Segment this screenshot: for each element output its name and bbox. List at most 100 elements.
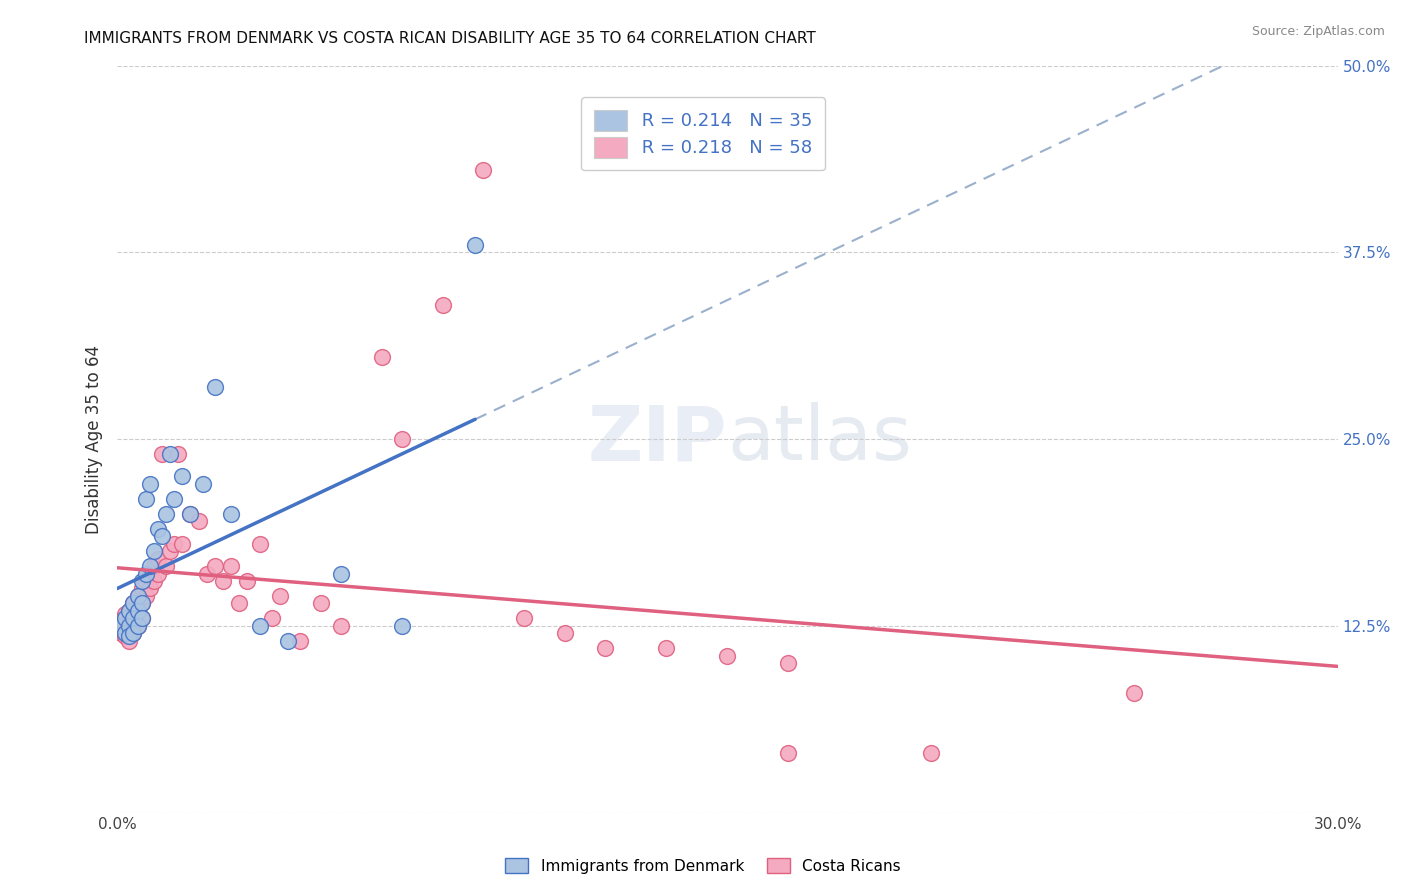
- Legend:  R = 0.214   N = 35,  R = 0.218   N = 58: R = 0.214 N = 35, R = 0.218 N = 58: [582, 97, 824, 170]
- Point: [329, 619, 352, 633]
- Point: [114, 607, 136, 621]
- Point: [146, 522, 169, 536]
- Point: [219, 559, 242, 574]
- Point: [127, 589, 149, 603]
- Point: [513, 611, 536, 625]
- Point: [142, 544, 165, 558]
- Point: [122, 611, 145, 625]
- Point: [131, 611, 153, 625]
- Point: [155, 559, 177, 574]
- Point: [135, 589, 157, 603]
- Text: IMMIGRANTS FROM DENMARK VS COSTA RICAN DISABILITY AGE 35 TO 64 CORRELATION CHART: IMMIGRANTS FROM DENMARK VS COSTA RICAN D…: [84, 31, 815, 46]
- Point: [131, 574, 153, 588]
- Point: [110, 619, 132, 633]
- Point: [212, 574, 235, 588]
- Point: [472, 163, 495, 178]
- Point: [277, 633, 299, 648]
- Point: [290, 633, 312, 648]
- Point: [179, 507, 201, 521]
- Point: [309, 596, 332, 610]
- Point: [118, 619, 141, 633]
- Point: [187, 514, 209, 528]
- Point: [172, 469, 194, 483]
- Point: [778, 656, 800, 670]
- Point: [219, 507, 242, 521]
- Point: [464, 238, 486, 252]
- Point: [146, 551, 169, 566]
- Point: [122, 596, 145, 610]
- Point: [167, 447, 190, 461]
- Point: [122, 626, 145, 640]
- Point: [135, 566, 157, 581]
- Point: [249, 536, 271, 550]
- Point: [138, 582, 160, 596]
- Point: [118, 604, 141, 618]
- Point: [195, 566, 218, 581]
- Point: [204, 559, 226, 574]
- Point: [114, 626, 136, 640]
- Point: [110, 615, 132, 629]
- Point: [249, 619, 271, 633]
- Point: [595, 641, 617, 656]
- Point: [432, 298, 454, 312]
- Point: [391, 432, 413, 446]
- Text: Source: ZipAtlas.com: Source: ZipAtlas.com: [1251, 25, 1385, 38]
- Point: [179, 507, 201, 521]
- Point: [138, 566, 160, 581]
- Point: [329, 566, 352, 581]
- Point: [118, 604, 141, 618]
- Point: [131, 596, 153, 610]
- Point: [159, 447, 181, 461]
- Point: [131, 582, 153, 596]
- Point: [114, 624, 136, 638]
- Point: [127, 619, 149, 633]
- Point: [138, 559, 160, 574]
- Point: [110, 626, 132, 640]
- Point: [155, 507, 177, 521]
- Point: [135, 491, 157, 506]
- Text: atlas: atlas: [727, 402, 912, 476]
- Point: [135, 574, 157, 588]
- Point: [191, 476, 214, 491]
- Point: [159, 544, 181, 558]
- Y-axis label: Disability Age 35 to 64: Disability Age 35 to 64: [86, 344, 103, 533]
- Point: [122, 626, 145, 640]
- Point: [204, 380, 226, 394]
- Legend: Immigrants from Denmark, Costa Ricans: Immigrants from Denmark, Costa Ricans: [499, 852, 907, 880]
- Point: [554, 626, 576, 640]
- Point: [391, 619, 413, 633]
- Point: [716, 648, 738, 663]
- Point: [172, 536, 194, 550]
- Point: [260, 611, 283, 625]
- Point: [114, 611, 136, 625]
- Point: [655, 641, 678, 656]
- Point: [228, 596, 250, 610]
- Point: [122, 596, 145, 610]
- Point: [114, 629, 136, 643]
- Point: [1123, 686, 1146, 700]
- Point: [131, 611, 153, 625]
- Point: [163, 536, 186, 550]
- Point: [778, 746, 800, 760]
- Point: [127, 604, 149, 618]
- Point: [122, 611, 145, 625]
- Point: [142, 559, 165, 574]
- Point: [920, 746, 942, 760]
- Point: [127, 619, 149, 633]
- Point: [118, 629, 141, 643]
- Point: [269, 589, 291, 603]
- Point: [118, 633, 141, 648]
- Point: [127, 589, 149, 603]
- Point: [150, 447, 173, 461]
- Point: [138, 476, 160, 491]
- Text: ZIP: ZIP: [588, 402, 727, 476]
- Point: [146, 566, 169, 581]
- Point: [118, 619, 141, 633]
- Point: [236, 574, 259, 588]
- Point: [150, 529, 173, 543]
- Point: [370, 350, 392, 364]
- Point: [131, 596, 153, 610]
- Point: [142, 574, 165, 588]
- Point: [163, 491, 186, 506]
- Point: [127, 604, 149, 618]
